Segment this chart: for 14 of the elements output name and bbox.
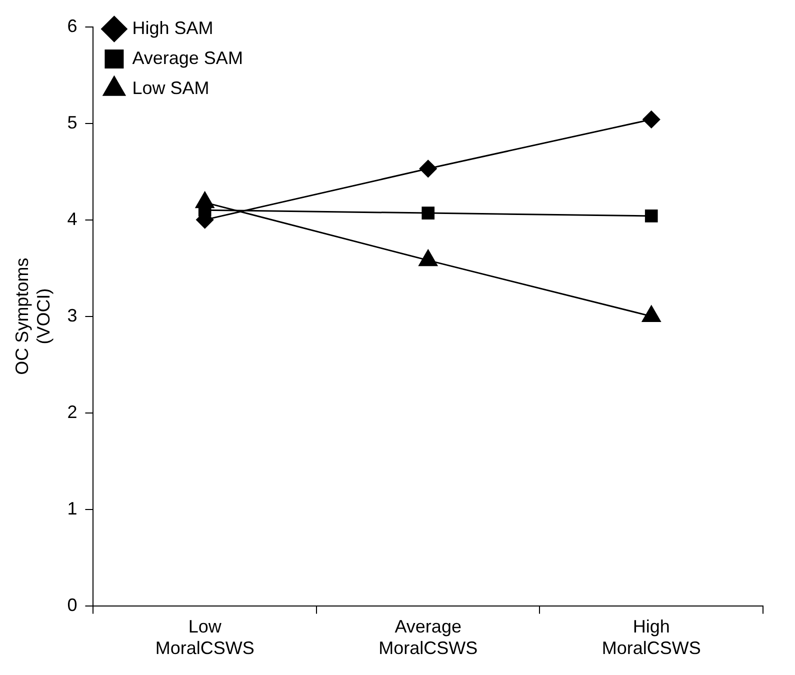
y-tick-label: 1 — [67, 498, 78, 518]
x-tick-label: Average MoralCSWS — [378, 616, 478, 658]
legend-label: Average SAM — [132, 48, 243, 68]
x-tick-label: High MoralCSWS — [602, 616, 701, 658]
y-tick-label: 3 — [67, 305, 78, 326]
y-tick-label: 0 — [67, 594, 78, 615]
y-tick-label: 5 — [67, 112, 78, 132]
y-tick-label: 2 — [67, 402, 78, 422]
y-axis-title: OC Symptoms (VOCI) — [12, 258, 54, 375]
legend-label: High SAM — [132, 18, 214, 38]
x-tick-label: Low MoralCSWS — [155, 616, 254, 658]
y-tick-label: 4 — [67, 208, 78, 229]
legend-label: Low SAM — [132, 78, 210, 98]
y-tick-label: 6 — [67, 16, 78, 36]
